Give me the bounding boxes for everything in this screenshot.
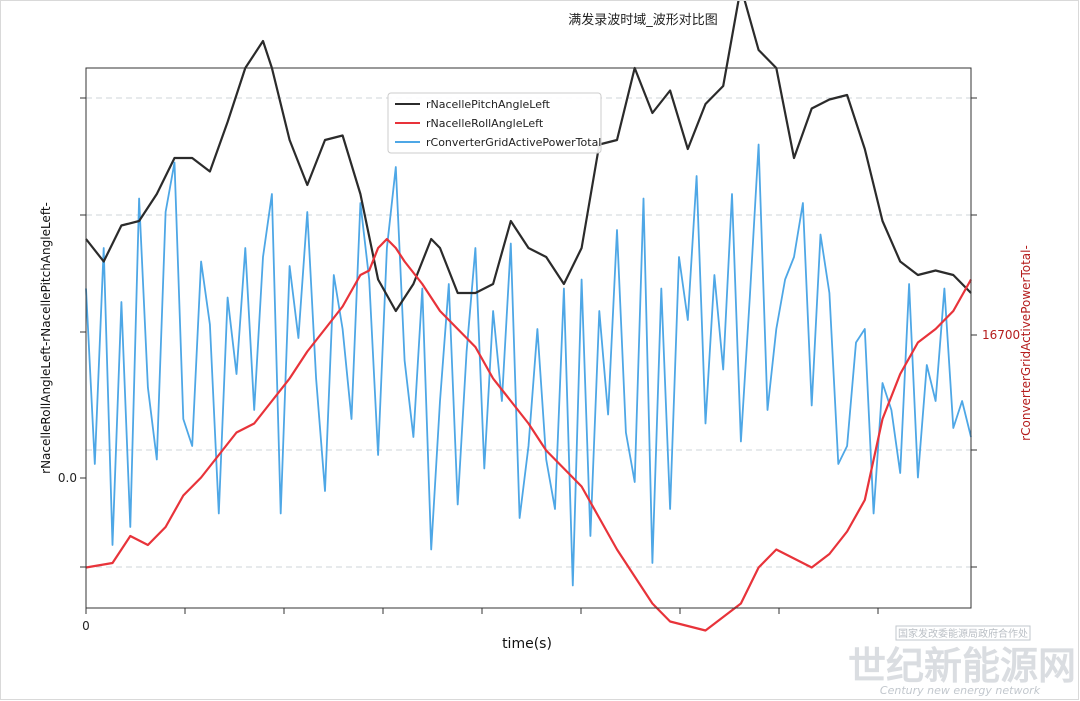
y-right-axis-label: rConverterGridActivePowerTotal- xyxy=(1019,245,1033,441)
legend-label-roll: rNacelleRollAngleLeft xyxy=(426,117,544,130)
watermark-box xyxy=(895,625,1031,641)
series-line-power xyxy=(85,143,972,587)
plot-background xyxy=(86,68,971,608)
left-axis-ticks xyxy=(80,97,86,568)
chart-title: 满发录波时域_波形对比图 xyxy=(568,12,718,28)
legend-box xyxy=(387,92,602,154)
x-tick-label: 0 xyxy=(82,619,90,633)
watermark-subtitle: Century new energy network xyxy=(880,684,1041,697)
plot-frame xyxy=(85,67,972,609)
right-axis-ticks xyxy=(971,97,977,568)
series-line-roll xyxy=(85,237,972,632)
legend: rNacellePitchAngleLeft rNacelleRollAngle… xyxy=(387,92,602,154)
legend-label-power: rConverterGridActivePowerTotal xyxy=(426,136,601,149)
x-axis-label: time(s) xyxy=(502,636,552,652)
series-line-pitch xyxy=(85,0,972,313)
y-right-tick-label: 16700 xyxy=(982,328,1020,342)
watermark: 国家发改委能源局政府合作处 世纪新能源网 Century new energy … xyxy=(848,625,1076,697)
legend-label-pitch: rNacellePitchAngleLeft xyxy=(426,98,551,111)
y-left-axis-label: rNacelleRollAngleLeft-rNacellePitchAngle… xyxy=(39,202,53,474)
watermark-box-text: 国家发改委能源局政府合作处 xyxy=(898,627,1028,640)
y-left-tick-label: 0.0 xyxy=(58,471,77,485)
series-layer xyxy=(85,0,972,632)
bottom-axis-ticks xyxy=(85,608,879,614)
watermark-large-text: 世纪新能源网 xyxy=(848,644,1076,688)
